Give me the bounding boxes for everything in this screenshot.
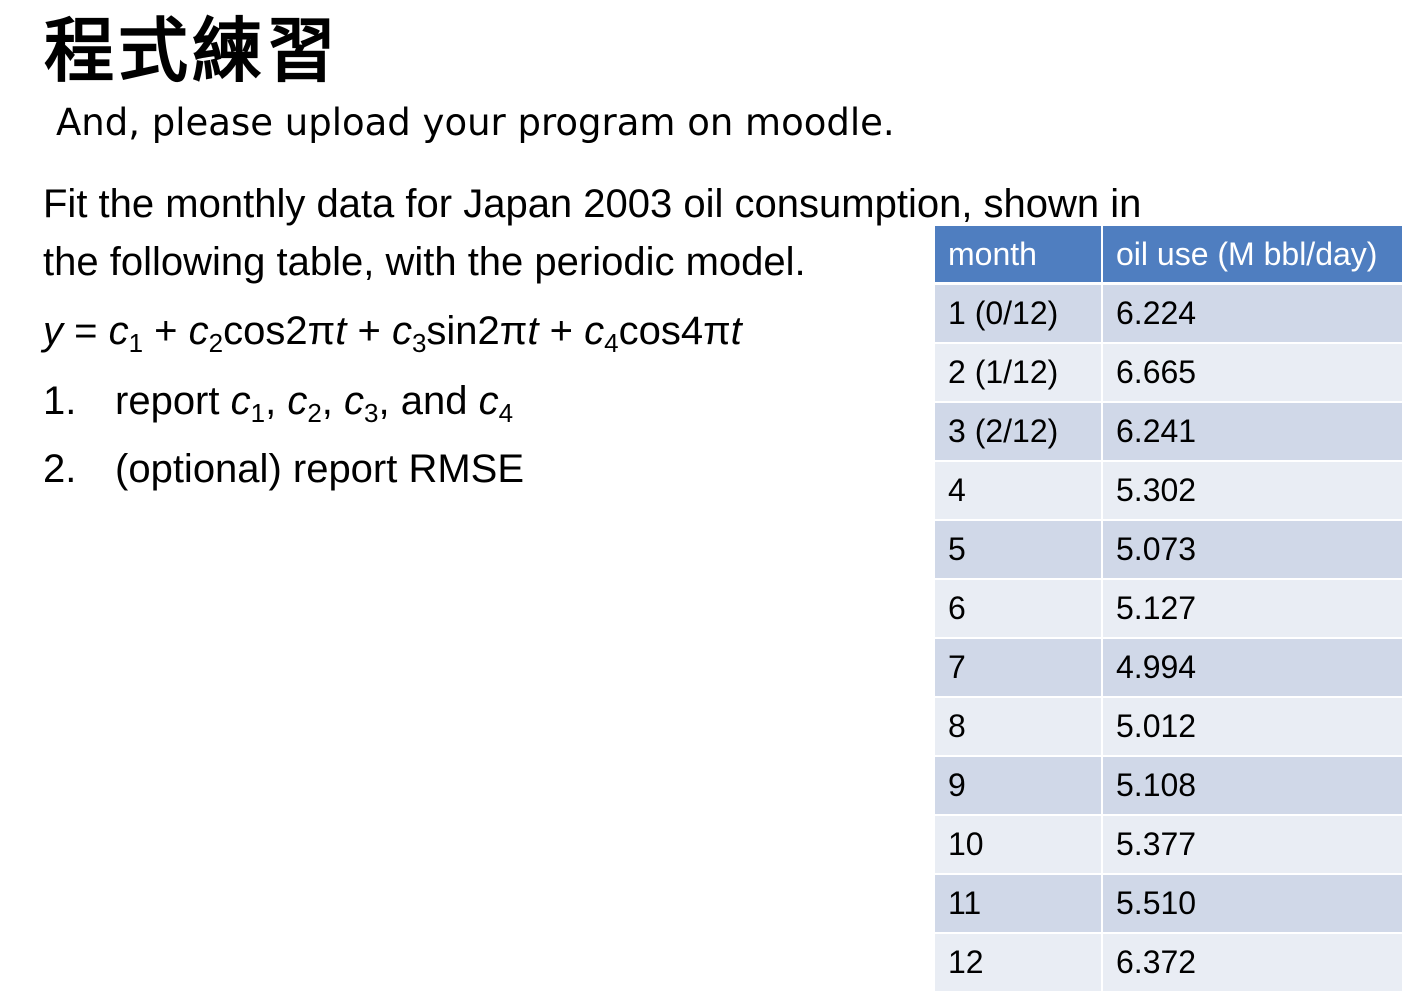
cell-oil-use: 6.241 [1101, 401, 1402, 461]
table-row: 7 4.994 [935, 637, 1402, 697]
slide-title: 程式練習 [44, 9, 340, 92]
cell-oil-use: 6.372 [1101, 932, 1402, 991]
cell-month: 10 [935, 814, 1102, 874]
cell-month: 3 (2/12) [935, 401, 1102, 461]
cell-oil-use: 4.994 [1101, 637, 1402, 697]
oil-consumption-table: month oil use (M bbl/day) 1 (0/12) 6.224 … [935, 226, 1402, 991]
task-text: (optional) report RMSE [115, 447, 525, 491]
slide-subtitle: And, please upload your program on moodl… [56, 101, 895, 144]
table-row: 10 5.377 [935, 814, 1402, 874]
formula-plus: + [143, 309, 189, 353]
table-row: 4 5.302 [935, 460, 1402, 520]
cell-month: 8 [935, 696, 1102, 756]
table-row: 8 5.012 [935, 696, 1402, 756]
cell-month: 2 (1/12) [935, 342, 1102, 402]
column-header-month: month [935, 226, 1102, 285]
formula-equals: = [63, 309, 109, 353]
table-row: 5 5.073 [935, 519, 1402, 579]
table-row: 12 6.372 [935, 932, 1402, 991]
cell-month: 4 [935, 460, 1102, 520]
problem-statement-line-2: the following table, with the periodic m… [43, 240, 806, 284]
formula-c1: c1 [108, 309, 144, 358]
cell-oil-use: 5.302 [1101, 460, 1402, 520]
task-text: report c1, c2, c3, and c4 [115, 379, 514, 428]
cell-month: 5 [935, 519, 1102, 579]
table-row: 3 (2/12) 6.241 [935, 401, 1402, 461]
task-number: 1. [43, 379, 77, 423]
cell-oil-use: 5.510 [1101, 873, 1402, 933]
formula-y: y [43, 309, 63, 353]
table-row: 2 (1/12) 6.665 [935, 342, 1402, 402]
formula-plus: + [346, 309, 392, 353]
periodic-model-formula: y = c1 + c2cos2πt + c3sin2πt + c4cos4πt [43, 303, 742, 359]
cell-month: 7 [935, 637, 1102, 697]
table-row: 1 (0/12) 6.224 [935, 282, 1402, 343]
formula-c3-term: c3sin2πt [391, 309, 539, 358]
cell-oil-use: 6.665 [1101, 342, 1402, 402]
table-row: 11 5.510 [935, 873, 1402, 933]
problem-statement-line-1: Fit the monthly data for Japan 2003 oil … [43, 182, 1142, 226]
cell-oil-use: 5.108 [1101, 755, 1402, 815]
cell-month: 12 [935, 932, 1102, 991]
table-row: 6 5.127 [935, 578, 1402, 638]
cell-oil-use: 5.012 [1101, 696, 1402, 756]
cell-month: 9 [935, 755, 1102, 815]
cell-oil-use: 5.377 [1101, 814, 1402, 874]
cell-month: 1 (0/12) [935, 282, 1102, 343]
formula-c4-term: c4cos4πt [584, 309, 742, 358]
cell-oil-use: 5.073 [1101, 519, 1402, 579]
task-item-report-rmse: 2. (optional) report RMSE [43, 441, 524, 497]
task-item-report-coefficients: 1. report c1, c2, c3, and c4 [43, 373, 513, 429]
table-header-row: month oil use (M bbl/day) [935, 226, 1402, 285]
cell-oil-use: 6.224 [1101, 282, 1402, 343]
task-number: 2. [43, 447, 77, 491]
formula-c2-term: c2cos2πt [188, 309, 347, 358]
formula-plus: + [538, 309, 585, 353]
cell-month: 6 [935, 578, 1102, 638]
cell-month: 11 [935, 873, 1102, 933]
table-row: 9 5.108 [935, 755, 1402, 815]
column-header-oil-use: oil use (M bbl/day) [1101, 226, 1402, 285]
cell-oil-use: 5.127 [1101, 578, 1402, 638]
